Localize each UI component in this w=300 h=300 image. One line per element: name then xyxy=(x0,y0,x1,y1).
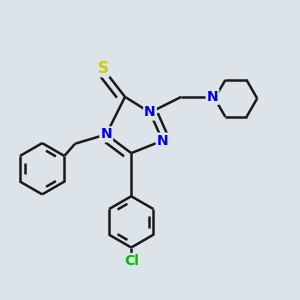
Text: N: N xyxy=(207,90,218,104)
Text: N: N xyxy=(157,134,168,148)
Text: S: S xyxy=(98,61,109,76)
Text: Cl: Cl xyxy=(124,254,139,268)
Text: N: N xyxy=(100,128,112,141)
Text: N: N xyxy=(144,106,156,119)
